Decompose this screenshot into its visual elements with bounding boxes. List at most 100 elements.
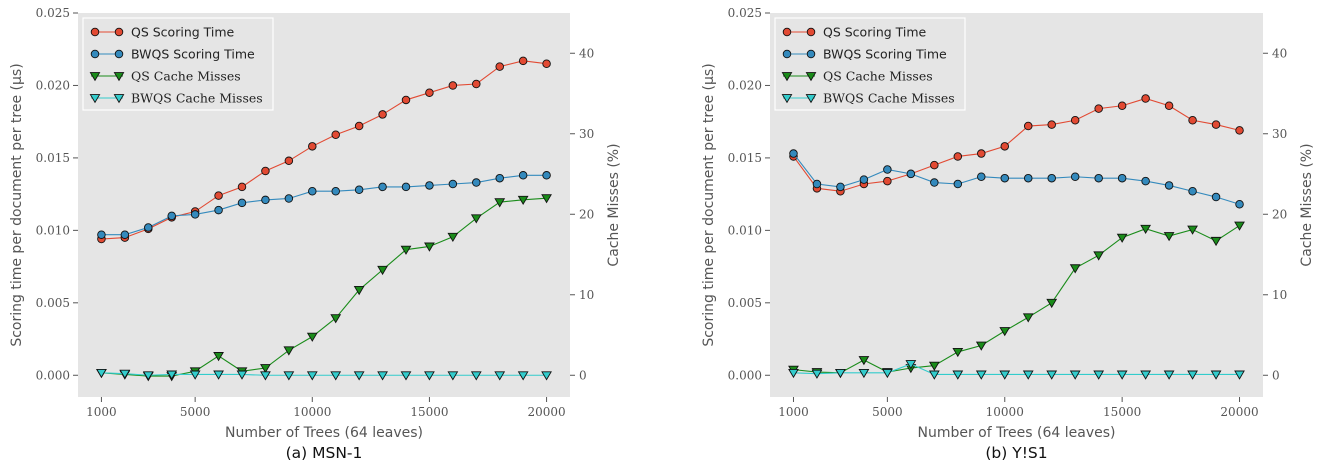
series-line	[101, 372, 547, 376]
data-point	[1210, 236, 1222, 247]
data-point	[811, 369, 823, 379]
data-point	[542, 59, 551, 68]
data-point	[1023, 173, 1033, 183]
data-point	[284, 194, 294, 203]
data-point	[541, 371, 552, 381]
data-point	[236, 370, 248, 380]
legend: QS Scoring Time BWQS Scoring Time QS Cache…	[774, 17, 966, 111]
data-point	[1211, 120, 1221, 129]
series-bwqs-scoring-time	[97, 171, 551, 239]
data-point	[1094, 173, 1103, 183]
series-qs-scoring-time	[97, 56, 551, 244]
legend-marker	[805, 94, 817, 104]
y-tick-label: 0.025	[36, 6, 70, 20]
data-point	[330, 371, 342, 381]
x-tick-label: 1000	[86, 405, 117, 419]
data-point	[881, 368, 893, 379]
legend-label: QS Cache Misses	[131, 69, 241, 84]
data-point	[308, 186, 317, 196]
legend-marker	[90, 27, 100, 37]
data-point	[1022, 313, 1034, 323]
y2-tick-label: 40	[1272, 46, 1287, 60]
data-point	[1164, 101, 1174, 110]
data-point	[494, 198, 506, 208]
data-point	[858, 368, 870, 379]
data-point	[1093, 370, 1105, 380]
y-tick-label: 0.000	[36, 368, 70, 382]
data-point	[1117, 101, 1127, 110]
data-point	[119, 369, 131, 379]
data-point	[400, 245, 412, 255]
data-point	[1140, 370, 1152, 380]
data-point	[260, 371, 271, 381]
data-point	[494, 371, 506, 381]
data-point	[424, 371, 435, 381]
data-point	[1046, 370, 1058, 380]
series-line	[793, 225, 1240, 374]
legend-label: QS Scoring Time	[131, 25, 235, 40]
data-point	[542, 171, 551, 180]
x-tick-label: 10000	[986, 405, 1024, 419]
data-point	[928, 361, 940, 371]
y-tick-label: 0.020	[36, 78, 70, 92]
data-point	[1022, 370, 1034, 380]
data-point	[237, 198, 247, 208]
x-axis-label: Number of Trees (64 leaves)	[917, 425, 1115, 441]
data-point	[142, 371, 154, 381]
y-tick-label: 0.015	[36, 151, 70, 165]
data-point	[1047, 120, 1056, 129]
data-point	[1117, 173, 1127, 183]
legend-marker	[90, 49, 100, 59]
data-point	[517, 195, 529, 206]
data-point	[470, 371, 482, 381]
data-point	[788, 368, 799, 379]
data-point	[190, 210, 200, 219]
y-tick-label: 0.025	[728, 6, 762, 20]
chart-panel-1: 0.000 0.005 0.010 0.015 0.020 0.025 0 10 20 30 40 1…	[9, 6, 622, 462]
data-point	[1000, 142, 1010, 151]
data-point	[1094, 104, 1103, 113]
data-point	[330, 314, 342, 324]
data-point	[930, 178, 939, 187]
data-point	[144, 223, 153, 232]
panel-caption: (b) Y!S1	[985, 444, 1047, 462]
data-point	[261, 195, 270, 205]
data-point	[308, 142, 317, 151]
y-axis-label: Scoring time per document per tree (μs)	[701, 63, 717, 346]
chart-panel-2: 0.000 0.005 0.010 0.015 0.020 0.025 0 10 20 30 40 1…	[701, 6, 1315, 462]
data-point	[447, 232, 459, 243]
x-tick-label: 5000	[872, 405, 903, 419]
y-tick-label: 0.000	[728, 368, 762, 382]
data-point	[518, 56, 528, 66]
data-point	[378, 110, 387, 119]
data-point	[401, 182, 411, 192]
data-point	[470, 214, 482, 224]
data-point	[283, 346, 295, 356]
data-point	[472, 79, 481, 89]
data-point	[1234, 221, 1245, 231]
data-point	[1211, 192, 1221, 202]
data-point	[214, 205, 223, 215]
y-tick-label: 0.010	[728, 223, 762, 237]
data-point	[1069, 370, 1081, 380]
data-point	[789, 149, 798, 158]
data-point	[96, 368, 107, 379]
y2-tick-label: 30	[579, 127, 594, 141]
x-tick-label: 5000	[180, 405, 211, 419]
data-point	[331, 186, 340, 196]
data-point	[354, 121, 364, 131]
legend-marker	[782, 49, 792, 59]
legend-label: QS Cache Misses	[823, 69, 933, 84]
y2-tick-label: 0	[1272, 368, 1280, 382]
data-point	[189, 370, 201, 380]
data-point	[952, 370, 964, 380]
data-point	[952, 348, 964, 358]
series-qs-scoring-time	[789, 94, 1244, 196]
data-point	[905, 360, 917, 370]
data-point	[166, 370, 178, 380]
panel-caption: (a) MSN-1	[286, 444, 363, 462]
x-tick-label: 20000	[527, 405, 565, 419]
data-point	[400, 371, 412, 381]
data-point	[472, 178, 481, 187]
